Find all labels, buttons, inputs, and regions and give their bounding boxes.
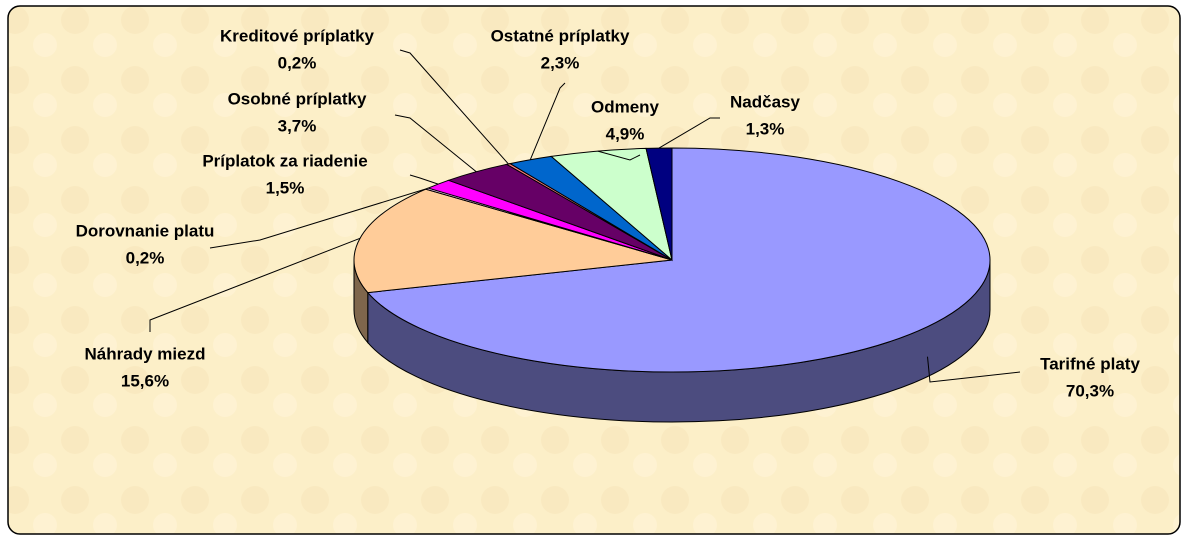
slice-label: Ostatné príplatky [491,26,630,45]
leader-line [149,237,361,332]
slice-label: Príplatok za riadenie [202,151,367,170]
leader-line [409,174,439,185]
slice-label: Náhrady miezd [85,344,206,363]
leader-line [926,356,1021,383]
slice-value-label: 70,3% [1066,381,1114,400]
labels: Tarifné platy 70,3% Náhrady miezd 15,6% Doro… [76,26,1141,400]
slice-value-label: 3,7% [278,116,317,135]
slice [353,188,673,294]
leader-line [209,188,428,249]
slice-value-label: 1,5% [266,178,305,197]
slice-value-label: 0,2% [126,248,165,267]
leader-line [658,117,720,149]
slice-label: Odmeny [591,97,660,116]
leader-line [394,114,477,173]
leader-line [597,150,641,161]
slice-label: Nadčasy [730,92,800,111]
slice-label: Dorovnanie platu [76,221,215,240]
slice-value-label: 4,9% [606,124,645,143]
slice-value-label: 15,6% [121,371,169,390]
slice [366,147,991,373]
slice-value-label: 0,2% [278,53,317,72]
leader-line [399,49,509,165]
slice-label: Osobné príplatky [228,89,367,108]
slice-label: Kreditové príplatky [220,26,375,45]
slice-label: Tarifné platy [1040,354,1140,373]
slice-value-label: 2,3% [541,53,580,72]
leader-line [529,82,566,160]
slice-value-label: 1,3% [746,119,785,138]
pie [353,147,991,423]
